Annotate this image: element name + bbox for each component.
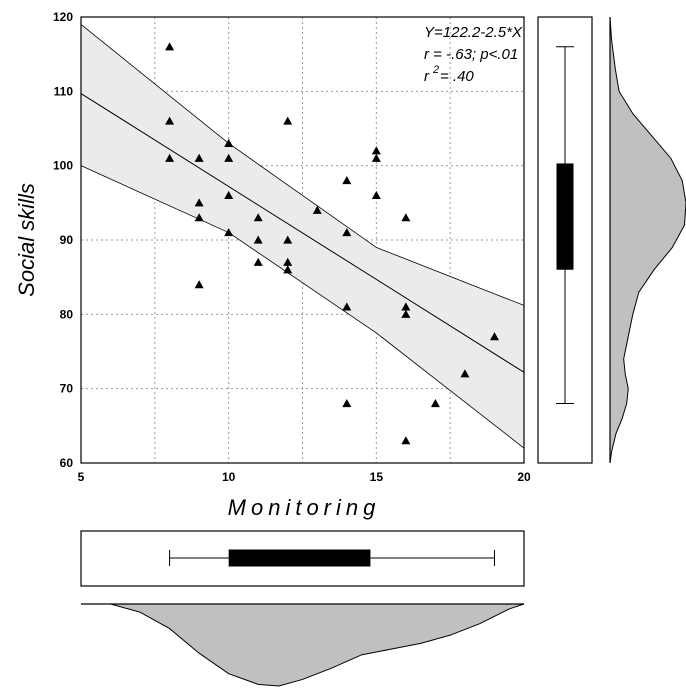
data-point [401, 309, 411, 318]
data-points [165, 42, 499, 445]
data-point [371, 190, 381, 199]
x-axis-label: Monitoring [228, 495, 381, 520]
y-tick-label: 80 [60, 307, 74, 321]
annotation-r-squared-value: = .40 [440, 68, 474, 85]
data-point [283, 235, 293, 244]
x-tick-label: 20 [517, 470, 531, 484]
data-point [253, 257, 263, 266]
data-point [342, 302, 352, 311]
x-boxplot-box [228, 549, 371, 567]
data-point [165, 42, 175, 51]
data-point [194, 280, 204, 289]
data-point [489, 332, 499, 341]
data-point [460, 369, 470, 378]
data-point [342, 176, 352, 185]
data-point [342, 228, 352, 237]
data-point [194, 198, 204, 207]
annotation-r-squared-exponent: 2 [432, 64, 439, 76]
data-point [253, 235, 263, 244]
data-point [312, 205, 322, 214]
data-point [283, 116, 293, 125]
x-tick-label: 10 [222, 470, 236, 484]
data-point [371, 153, 381, 162]
regression-annotation: Y=122.2-2.5*X r = -.63; p<.01 r 2 = .40 [424, 24, 523, 85]
x-tick-label: 15 [370, 470, 384, 484]
data-point [430, 399, 440, 408]
y-tick-labels: 60 70 80 90 100 110 120 [53, 10, 73, 470]
data-point [224, 138, 234, 147]
data-point [401, 436, 411, 445]
annotation-r-squared-r: r [424, 68, 430, 85]
data-point [283, 257, 293, 266]
x-boxplot-panel [80, 530, 525, 587]
y-tick-label: 60 [60, 456, 74, 470]
data-point [194, 213, 204, 222]
y-tick-label: 120 [53, 10, 73, 24]
data-point [194, 153, 204, 162]
data-point [401, 302, 411, 311]
data-point [401, 213, 411, 222]
annotation-correlation: r = -.63; p<.01 [424, 46, 518, 63]
y-tick-label: 70 [60, 382, 74, 396]
regression-line [80, 93, 525, 373]
y-boxplot-panel [537, 16, 593, 464]
y-boxplot-box [556, 163, 574, 270]
data-point [224, 228, 234, 237]
data-point [165, 116, 175, 125]
data-point [224, 190, 234, 199]
data-point [253, 213, 263, 222]
y-density-panel [609, 16, 686, 464]
x-density-panel [81, 603, 525, 687]
y-tick-label: 90 [60, 233, 74, 247]
x-tick-label: 5 [78, 470, 85, 484]
annotation-equation: Y=122.2-2.5*X [424, 24, 523, 41]
data-point [224, 153, 234, 162]
data-point [342, 399, 352, 408]
scatter-plot-area: 60 70 80 90 100 110 120 5 10 15 20 Monitoring Soc… [14, 10, 531, 520]
data-point [283, 265, 293, 274]
data-point [371, 146, 381, 155]
plot-frame [80, 16, 525, 464]
y-tick-label: 110 [54, 84, 74, 98]
y-tick-label: 100 [53, 159, 73, 173]
data-point [165, 153, 175, 162]
y-axis-label: Social skills [14, 183, 39, 297]
x-density-curve [81, 603, 525, 687]
x-tick-labels: 5 10 15 20 [78, 470, 531, 484]
y-density-curve [609, 16, 686, 464]
